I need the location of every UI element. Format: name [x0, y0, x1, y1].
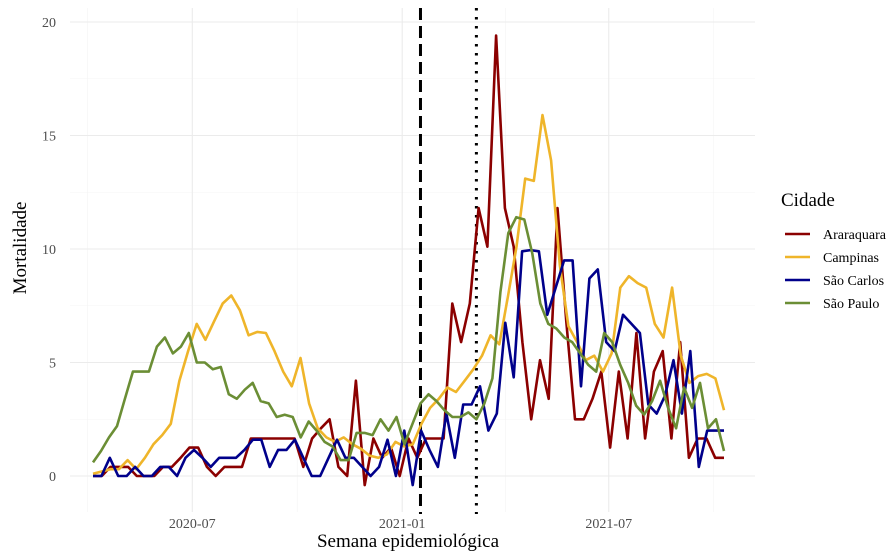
series-line-s-o-paulo: [91, 215, 726, 464]
minor-gridlines: [70, 8, 755, 512]
legend-label-s-o-paulo: São Paulo: [823, 297, 879, 312]
legend: Cidade Araraquara Campinas São Carlos São P…: [781, 190, 887, 312]
y-tick-label: 5: [49, 357, 56, 372]
series-line-s-o-carlos: [93, 248, 724, 487]
x-tick-label: 2021-07: [585, 517, 632, 532]
x-axis-tick-labels: 2020-07 2021-01 2021-07: [169, 517, 632, 532]
series-line-araraquara: [93, 34, 724, 487]
x-tick-label: 2020-07: [169, 517, 216, 532]
y-tick-label: 10: [42, 243, 56, 258]
series-line-campinas: [92, 113, 726, 475]
legend-label-campinas: Campinas: [823, 251, 879, 266]
x-tick-label: 2021-01: [379, 517, 426, 532]
y-tick-label: 20: [42, 16, 56, 31]
y-tick-label: 0: [49, 470, 56, 485]
series-lines: [91, 34, 726, 487]
y-axis-tick-labels: 0 5 10 15 20: [42, 16, 56, 485]
legend-items: Araraquara Campinas São Carlos São Paulo: [785, 228, 887, 312]
legend-label-araraquara: Araraquara: [823, 228, 887, 243]
x-axis-title: Semana epidemiológica: [317, 531, 500, 552]
y-tick-label: 15: [42, 130, 56, 145]
y-axis-title: Mortalidade: [10, 202, 31, 295]
legend-title: Cidade: [781, 190, 835, 211]
legend-label-s-o-carlos: São Carlos: [823, 274, 884, 289]
major-gridlines: [70, 8, 755, 512]
